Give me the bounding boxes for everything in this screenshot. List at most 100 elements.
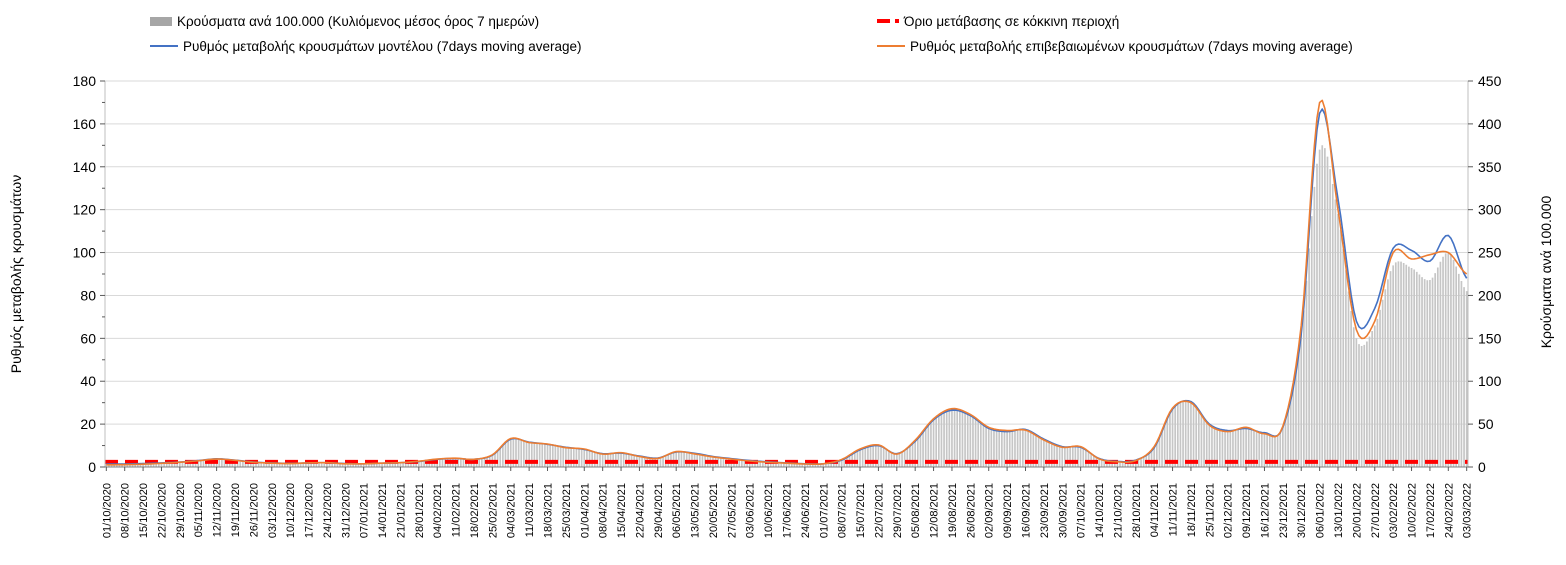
- x-date-label: 22/10/2020: [157, 483, 169, 538]
- x-date-label: 03/06/2021: [745, 483, 757, 538]
- axes: [104, 81, 1469, 468]
- x-date-label: 24/02/2022: [1443, 483, 1455, 538]
- x-date-label: 12/08/2021: [929, 483, 941, 538]
- legend-label-model: Ρυθμός μεταβολής κρουσμάτων μοντέλου (7d…: [183, 38, 582, 54]
- x-date-label: 29/10/2020: [175, 483, 187, 538]
- x-date-label: 04/11/2021: [1149, 483, 1161, 537]
- right-axis-title: Κρούσματα ανά 100.000: [1538, 195, 1554, 349]
- legend-item-model: Ρυθμός μεταβολής κρουσμάτων μοντέλου (7d…: [150, 36, 582, 56]
- x-date-label: 11/02/2021: [451, 483, 463, 537]
- x-date-label: 04/03/2021: [506, 483, 518, 538]
- x-date-label: 22/04/2021: [634, 483, 646, 538]
- y-left-tick-label: 140: [73, 159, 97, 175]
- x-date-label: 30/09/2021: [1057, 483, 1069, 538]
- x-date-label: 12/11/2020: [212, 483, 224, 537]
- x-date-label: 03/12/2020: [267, 483, 279, 538]
- legend: Κρούσματα ανά 100.000 (Κυλιόμενος μέσος …: [0, 11, 1566, 67]
- y-right-tick-label: 150: [1478, 330, 1502, 346]
- left-axis-title: Ρυθμός μεταβολής κρουσμάτων: [8, 174, 24, 374]
- y-right-tick-label: 0: [1478, 459, 1486, 475]
- x-date-label: 03/02/2022: [1388, 483, 1400, 538]
- x-date-label: 18/11/2021: [1186, 483, 1198, 537]
- x-date-label: 26/08/2021: [965, 483, 977, 538]
- model-line-swatch-icon: [150, 45, 178, 47]
- x-date-label: 08/07/2021: [837, 483, 849, 538]
- y-right-tick-label: 50: [1478, 416, 1494, 432]
- x-date-label: 07/01/2021: [359, 483, 371, 538]
- x-date-label: 13/05/2021: [690, 483, 702, 538]
- x-date-label: 22/07/2021: [873, 483, 885, 538]
- y-right-tick-label: 350: [1478, 159, 1502, 175]
- x-date-label: 01/04/2021: [579, 483, 591, 538]
- x-date-label: 23/09/2021: [1039, 483, 1051, 538]
- gridlines: [105, 80, 1468, 425]
- y-right-tick-label: 450: [1478, 73, 1502, 89]
- x-date-label: 17/12/2020: [304, 483, 316, 538]
- legend-column-right: Όριο μετάβασης σε κόκκινη περιοχή Ρυθμός…: [877, 11, 1353, 61]
- x-axis: 01/10/2020 08/10/2020 15/10/2020 22/10/2020…: [101, 467, 1474, 538]
- y-left-tick-label: 160: [73, 116, 97, 132]
- x-date-label: 27/05/2021: [726, 483, 738, 538]
- x-date-label: 15/10/2020: [138, 483, 150, 538]
- x-date-label: 10/12/2020: [285, 483, 297, 538]
- y-right-tick-label: 400: [1478, 116, 1502, 132]
- y-right-tick-label: 300: [1478, 202, 1502, 218]
- x-date-label: 15/04/2021: [616, 483, 628, 538]
- x-date-label: 09/09/2021: [1002, 483, 1014, 538]
- x-date-label: 02/12/2021: [1223, 483, 1235, 538]
- x-date-label: 05/08/2021: [910, 483, 922, 538]
- y-left-tick-label: 60: [80, 330, 96, 346]
- x-date-label: 28/01/2021: [414, 483, 426, 538]
- legend-item-threshold: Όριο μετάβασης σε κόκκινη περιοχή: [877, 11, 1353, 31]
- legend-item-cases: Κρούσματα ανά 100.000 (Κυλιόμενος μέσος …: [150, 11, 582, 31]
- y-left-tick-label: 40: [80, 373, 96, 389]
- y-left-tick-label: 80: [80, 287, 96, 303]
- x-date-label: 07/10/2021: [1076, 483, 1088, 538]
- x-date-label: 06/01/2022: [1315, 483, 1327, 538]
- x-date-label: 11/11/2021: [1168, 483, 1180, 536]
- x-date-label: 04/02/2021: [432, 483, 444, 538]
- y-left-tick-label: 100: [73, 245, 97, 261]
- x-date-label: 18/03/2021: [543, 483, 555, 538]
- x-date-label: 05/11/2020: [193, 483, 205, 537]
- legend-column-left: Κρούσματα ανά 100.000 (Κυλιόμενος μέσος …: [150, 11, 582, 61]
- x-date-label: 20/05/2021: [708, 483, 720, 538]
- x-date-label: 21/01/2021: [395, 483, 407, 538]
- x-date-label: 16/09/2021: [1021, 483, 1033, 538]
- y-axis-right: 0 50 100 150 200 250 300 350 400 450: [1468, 73, 1502, 475]
- confirmed-line-swatch-icon: [877, 45, 905, 47]
- y-left-tick-label: 0: [88, 459, 96, 475]
- x-date-label: 15/07/2021: [855, 483, 867, 538]
- x-date-label: 31/12/2020: [340, 483, 352, 538]
- x-date-label: 30/12/2021: [1296, 483, 1308, 538]
- x-date-label: 19/11/2020: [230, 483, 242, 537]
- x-date-label: 27/01/2022: [1370, 483, 1382, 538]
- x-date-label: 13/01/2022: [1333, 483, 1345, 538]
- x-date-label: 10/06/2021: [763, 483, 775, 538]
- x-date-label: 21/10/2021: [1112, 483, 1124, 538]
- x-date-label: 26/11/2020: [248, 483, 260, 537]
- x-date-label: 24/12/2020: [322, 483, 334, 538]
- y-left-tick-label: 20: [80, 416, 96, 432]
- y-right-tick-label: 200: [1478, 287, 1502, 303]
- x-date-label: 28/10/2021: [1131, 483, 1143, 538]
- x-date-label: 25/03/2021: [561, 483, 573, 538]
- x-date-label: 11/03/2021: [524, 483, 536, 537]
- x-date-label: 01/10/2020: [101, 483, 113, 538]
- x-date-label: 16/12/2021: [1260, 483, 1272, 538]
- x-date-label: 02/09/2021: [984, 483, 996, 538]
- x-date-label: 23/12/2021: [1278, 483, 1290, 538]
- model-line: [106, 108, 1468, 465]
- x-date-label: 08/10/2020: [120, 483, 132, 538]
- y-right-tick-label: 100: [1478, 373, 1502, 389]
- legend-item-confirmed: Ρυθμός μεταβολής επιβεβαιωμένων κρουσμάτ…: [877, 36, 1353, 56]
- x-date-label: 06/05/2021: [671, 483, 683, 538]
- legend-label-threshold: Όριο μετάβασης σε κόκκινη περιοχή: [904, 13, 1120, 29]
- x-date-label: 19/08/2021: [947, 483, 959, 538]
- x-date-label: 25/11/2021: [1204, 483, 1216, 537]
- y-axis-left: 0 20 40 60 80 100 120 140 160 180: [73, 73, 105, 475]
- x-date-label: 08/04/2021: [598, 483, 610, 538]
- threshold-dash-swatch-icon: [877, 19, 899, 23]
